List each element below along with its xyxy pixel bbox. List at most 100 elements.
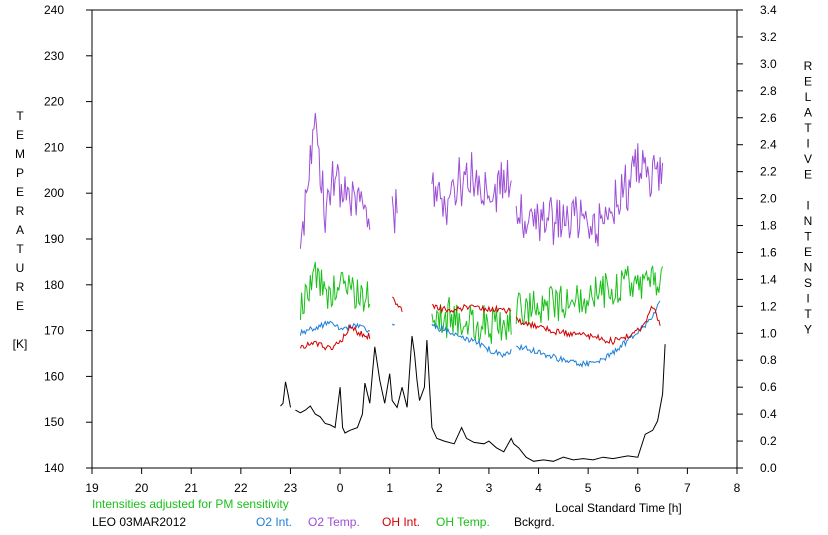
left-axis-title-letter: M xyxy=(15,147,25,161)
series-layer xyxy=(280,112,666,462)
series-o2-int xyxy=(299,300,661,368)
x-tick-label: 0 xyxy=(337,481,344,495)
right-axis-title-letter: N xyxy=(804,214,813,228)
left-axis: 140 150 160 170 180 190 200 210 220 230 240 xyxy=(44,3,92,475)
x-tick-label: 6 xyxy=(634,481,641,495)
left-tick-label: 170 xyxy=(44,324,64,338)
series-line xyxy=(515,305,661,346)
right-axis-title-letter: Y xyxy=(804,323,812,337)
series-line xyxy=(295,335,666,462)
right-axis-title-letter: I xyxy=(806,137,809,151)
series-line xyxy=(431,323,512,358)
x-tick-label: 21 xyxy=(185,481,199,495)
left-tick-label: 140 xyxy=(44,461,64,475)
right-tick-label: 1.8 xyxy=(760,219,777,233)
left-axis-title-letter: E xyxy=(16,299,24,313)
right-axis-title-letter: E xyxy=(804,75,812,89)
x-tick-label: 1 xyxy=(386,481,393,495)
right-tick-label: 3.0 xyxy=(760,57,777,71)
x-axis-title: Local Standard Time [h] xyxy=(555,501,682,515)
left-axis-title-letter: T xyxy=(16,109,24,123)
series-o2-temp xyxy=(299,112,664,249)
right-tick-label: 2.2 xyxy=(760,165,777,179)
series-line xyxy=(299,323,371,351)
series-line xyxy=(431,152,512,225)
series-line xyxy=(431,296,512,344)
right-axis-title-letter: E xyxy=(804,168,812,182)
series-line xyxy=(515,265,664,326)
legend-entry: OH Temp. xyxy=(436,515,490,529)
left-axis-title-letter: T xyxy=(16,242,24,256)
right-tick-label: 1.0 xyxy=(760,326,777,340)
x-axis: 19 20 21 22 23 0 1 2 3 4 5 6 7 8 xyxy=(85,468,741,495)
right-axis-title-letter: T xyxy=(804,230,812,244)
left-tick-label: 240 xyxy=(44,3,64,17)
series-line xyxy=(299,112,371,249)
left-tick-label: 180 xyxy=(44,278,64,292)
left-tick-label: 210 xyxy=(44,140,64,154)
series-line xyxy=(299,261,371,321)
legend-entry: O2 Int. xyxy=(256,515,292,529)
right-tick-label: 2.0 xyxy=(760,192,777,206)
x-tick-label: 3 xyxy=(486,481,493,495)
legend-entry: OH Int. xyxy=(382,515,420,529)
legend-entry: Bckgrd. xyxy=(514,515,555,529)
right-tick-label: 0.6 xyxy=(760,380,777,394)
station-label: LEO 03MAR2012 xyxy=(92,515,186,529)
series-line xyxy=(431,303,512,315)
right-tick-label: 3.2 xyxy=(760,30,777,44)
series-oh-temp xyxy=(299,261,664,344)
x-tick-label: 7 xyxy=(684,481,691,495)
right-tick-label: 0.0 xyxy=(760,461,777,475)
left-axis-title-letter: A xyxy=(16,223,24,237)
left-axis-title-letter: U xyxy=(16,261,25,275)
right-axis-title-letter: L xyxy=(805,90,812,104)
series-line xyxy=(391,323,395,326)
left-tick-label: 190 xyxy=(44,232,64,246)
right-tick-label: 3.4 xyxy=(760,3,777,17)
legend: O2 Int. O2 Temp. OH Int. OH Temp. Bckgrd. xyxy=(256,515,555,529)
right-axis-title-letter: T xyxy=(804,121,812,135)
right-tick-label: 2.6 xyxy=(760,111,777,125)
right-axis-title-letter: R xyxy=(804,59,813,73)
x-tick-label: 19 xyxy=(85,481,99,495)
right-axis-title-letter: E xyxy=(804,245,812,259)
left-tick-label: 150 xyxy=(44,415,64,429)
right-axis-title-letter: I xyxy=(806,292,809,306)
right-axis-title-letter: A xyxy=(804,106,812,120)
x-tick-label: 8 xyxy=(734,481,741,495)
x-tick-label: 23 xyxy=(284,481,298,495)
sensitivity-note: Intensities adjusted for PM sensitivity xyxy=(92,497,289,511)
right-axis: 0.0 0.2 0.4 0.6 0.8 1.0 1.2 1.4 1.6 1.8 2.0 2.2 2.4 2… xyxy=(737,3,777,475)
left-tick-label: 200 xyxy=(44,186,64,200)
left-tick-label: 160 xyxy=(44,369,64,383)
x-tick-label: 20 xyxy=(135,481,149,495)
series-line xyxy=(515,143,664,247)
right-tick-label: 0.2 xyxy=(760,434,777,448)
series-line xyxy=(280,381,291,408)
right-tick-label: 2.4 xyxy=(760,138,777,152)
right-tick-label: 1.6 xyxy=(760,245,777,259)
right-axis-title-letter: I xyxy=(806,199,809,213)
left-axis-title-letter: R xyxy=(16,280,25,294)
right-axis-title-letter: N xyxy=(804,261,813,275)
left-axis-title-letter: [K] xyxy=(13,337,28,351)
x-tick-label: 5 xyxy=(585,481,592,495)
x-tick-label: 22 xyxy=(234,481,248,495)
left-axis-title-letter: E xyxy=(16,128,24,142)
left-tick-label: 230 xyxy=(44,49,64,63)
right-tick-label: 1.4 xyxy=(760,272,777,286)
right-tick-label: 0.8 xyxy=(760,353,777,367)
series-oh-int xyxy=(299,296,661,351)
right-tick-label: 0.4 xyxy=(760,407,777,421)
right-axis-title-letter: V xyxy=(804,152,812,166)
left-tick-label: 220 xyxy=(44,95,64,109)
right-axis-title-letter: T xyxy=(804,307,812,321)
legend-entry: O2 Temp. xyxy=(308,515,360,529)
series-bckgrd xyxy=(280,335,666,462)
series-line xyxy=(391,296,403,313)
right-tick-label: 1.2 xyxy=(760,299,777,313)
left-axis-title-letter: P xyxy=(16,166,24,180)
